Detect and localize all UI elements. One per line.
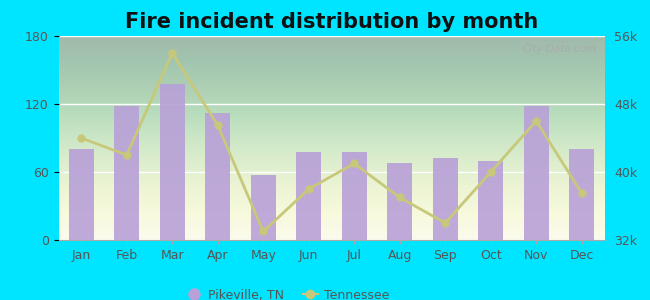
Text: City-Data.com: City-Data.com xyxy=(522,44,596,54)
Bar xyxy=(387,163,412,240)
Bar xyxy=(342,152,367,240)
Title: Fire incident distribution by month: Fire incident distribution by month xyxy=(125,12,538,32)
Bar xyxy=(296,152,321,240)
Bar xyxy=(478,161,503,240)
Bar xyxy=(114,106,139,240)
Bar xyxy=(69,149,94,240)
Bar xyxy=(569,149,594,240)
Bar xyxy=(205,113,230,240)
Bar xyxy=(524,106,549,240)
Bar xyxy=(251,176,276,240)
Bar xyxy=(160,84,185,240)
Bar xyxy=(433,158,458,240)
Legend: Pikeville, TN, Tennessee: Pikeville, TN, Tennessee xyxy=(181,284,394,300)
